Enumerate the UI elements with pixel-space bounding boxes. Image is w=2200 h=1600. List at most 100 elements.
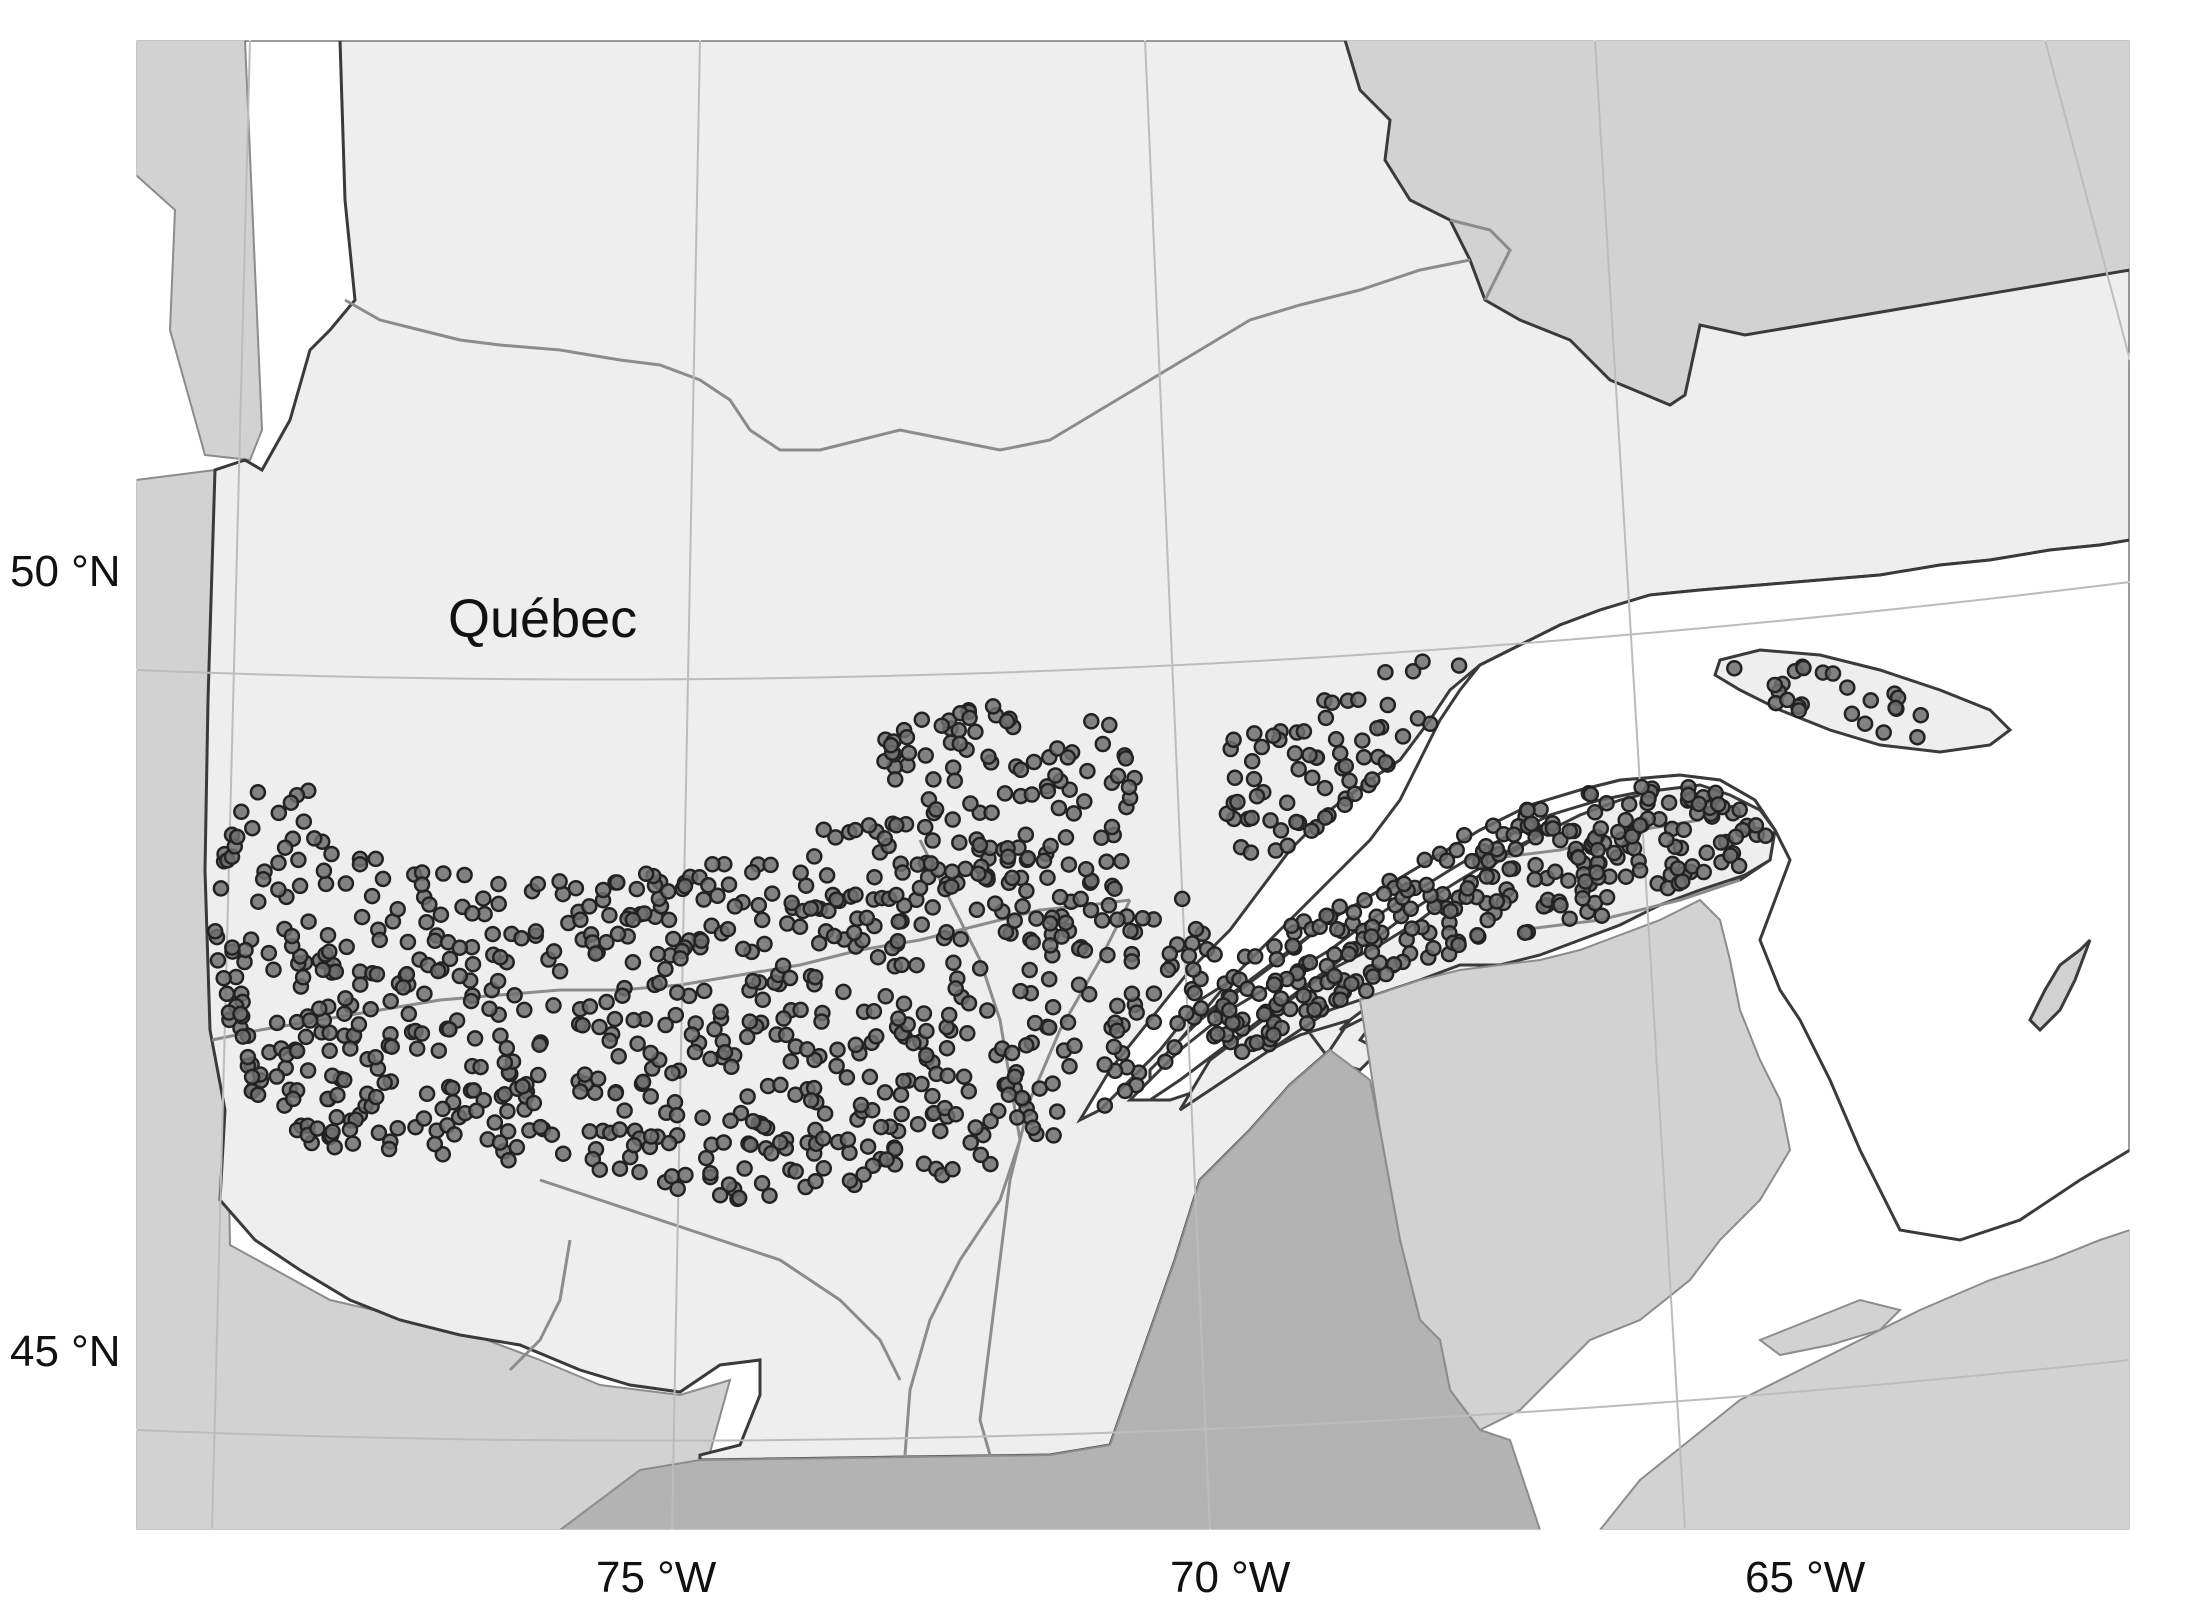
sample-point bbox=[1166, 1039, 1183, 1056]
sample-point bbox=[472, 1058, 489, 1076]
sample-point bbox=[468, 1102, 485, 1119]
sample-point bbox=[244, 819, 261, 837]
sample-point bbox=[1478, 868, 1495, 885]
sample-point bbox=[291, 877, 309, 895]
sample-point bbox=[1226, 769, 1244, 787]
sample-point bbox=[1159, 961, 1177, 979]
sample-points bbox=[206, 653, 1930, 1208]
sample-point bbox=[892, 1086, 910, 1103]
sample-point bbox=[828, 891, 845, 908]
sample-point bbox=[642, 1088, 659, 1105]
sample-point bbox=[624, 954, 642, 971]
sample-point bbox=[1450, 936, 1467, 954]
sample-point bbox=[1303, 822, 1320, 839]
sample-point bbox=[999, 848, 1017, 865]
sample-point bbox=[772, 1134, 789, 1151]
sample-point bbox=[441, 950, 459, 968]
sample-point bbox=[1044, 998, 1062, 1016]
sample-point bbox=[1690, 795, 1708, 813]
sample-point bbox=[270, 804, 288, 822]
longitude-label-70: 70 °W bbox=[1170, 1553, 1291, 1600]
sample-point bbox=[1479, 911, 1496, 929]
newfoundland-land bbox=[2028, 938, 2092, 1033]
sample-point bbox=[212, 880, 230, 897]
sample-point bbox=[702, 1050, 719, 1068]
sample-point bbox=[1617, 811, 1634, 829]
sample-point bbox=[722, 1112, 739, 1129]
sample-point bbox=[1040, 970, 1058, 988]
sample-point bbox=[295, 813, 313, 830]
sample-point bbox=[744, 864, 761, 881]
sample-point bbox=[982, 1112, 999, 1130]
sample-point bbox=[1080, 986, 1098, 1003]
sample-point bbox=[429, 962, 447, 980]
sample-point bbox=[282, 794, 300, 811]
sample-point bbox=[551, 963, 569, 980]
sample-point bbox=[1021, 961, 1038, 979]
sample-point bbox=[567, 879, 585, 897]
sample-point bbox=[432, 906, 450, 923]
sample-point bbox=[270, 881, 287, 898]
sample-point bbox=[276, 839, 294, 856]
sample-point bbox=[693, 932, 710, 950]
sample-point bbox=[209, 952, 227, 969]
sample-point bbox=[841, 1172, 859, 1189]
sample-point bbox=[917, 747, 934, 764]
sample-point bbox=[371, 931, 388, 949]
sample-point bbox=[1123, 953, 1141, 970]
sample-point bbox=[342, 1040, 359, 1057]
sample-point bbox=[465, 1082, 482, 1099]
sample-point bbox=[591, 1161, 609, 1178]
sample-point bbox=[418, 1085, 436, 1103]
sample-point bbox=[1057, 914, 1075, 931]
sample-point bbox=[525, 1094, 543, 1112]
sample-point bbox=[344, 1135, 362, 1152]
sample-point bbox=[1588, 864, 1605, 881]
sample-point bbox=[726, 898, 744, 915]
sample-point bbox=[888, 886, 905, 904]
sample-point bbox=[1173, 890, 1191, 908]
sample-point bbox=[601, 1032, 618, 1049]
sample-point bbox=[215, 969, 232, 987]
sample-point bbox=[609, 874, 626, 891]
sample-point bbox=[828, 1057, 845, 1075]
sample-point bbox=[239, 1048, 257, 1066]
sample-point bbox=[1109, 767, 1127, 785]
sample-point bbox=[351, 855, 369, 873]
sample-point bbox=[1824, 665, 1842, 682]
sample-point bbox=[206, 923, 224, 940]
sample-point bbox=[1229, 793, 1246, 811]
sample-point bbox=[1318, 907, 1335, 924]
sample-point bbox=[723, 1058, 740, 1076]
sample-point bbox=[651, 974, 668, 992]
sample-point bbox=[598, 993, 615, 1011]
sample-point bbox=[676, 877, 694, 895]
sample-point bbox=[1450, 657, 1468, 674]
sample-point bbox=[1633, 778, 1650, 796]
sample-point bbox=[1145, 1013, 1163, 1031]
sample-point bbox=[889, 933, 907, 950]
sample-point bbox=[1109, 997, 1126, 1015]
sample-point bbox=[1912, 706, 1930, 724]
sample-point bbox=[1225, 731, 1242, 749]
sample-point bbox=[1301, 746, 1318, 764]
sample-point bbox=[1317, 809, 1334, 826]
sample-point bbox=[730, 1189, 748, 1207]
sample-point bbox=[667, 1006, 685, 1024]
sample-point bbox=[513, 930, 530, 947]
sample-point bbox=[1023, 786, 1041, 803]
sample-point bbox=[416, 985, 433, 1002]
sample-point bbox=[1680, 786, 1697, 804]
sample-point bbox=[611, 1121, 628, 1138]
sample-point bbox=[288, 1042, 306, 1060]
sample-point bbox=[845, 924, 863, 941]
sample-point bbox=[913, 1075, 930, 1093]
sample-point bbox=[829, 1041, 846, 1058]
sample-point bbox=[642, 1128, 660, 1145]
sample-point bbox=[909, 856, 926, 873]
sample-point bbox=[1265, 727, 1282, 745]
sample-point bbox=[1343, 975, 1360, 993]
sample-point bbox=[927, 801, 945, 818]
sample-point bbox=[1377, 663, 1394, 681]
sample-point bbox=[1042, 937, 1059, 954]
